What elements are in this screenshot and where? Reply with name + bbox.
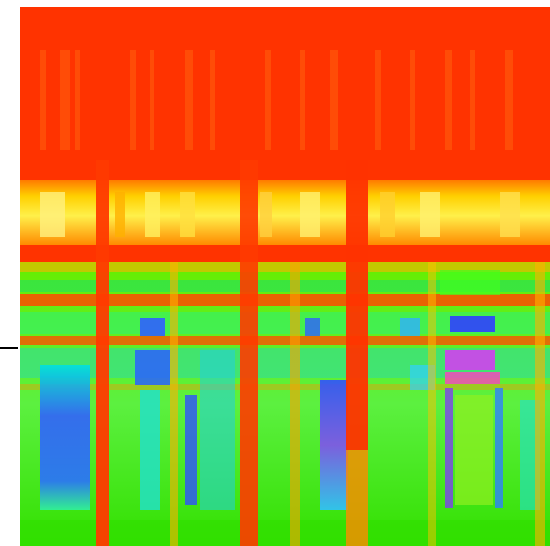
blob [400, 318, 420, 336]
streak [185, 50, 193, 150]
streak [130, 50, 136, 150]
stripe [500, 192, 520, 237]
stripe [290, 262, 300, 546]
stripe [420, 192, 440, 237]
streak [410, 50, 415, 150]
stripe [40, 192, 65, 237]
blob [445, 388, 453, 508]
streak [375, 50, 381, 150]
stripe [535, 262, 545, 546]
blob [445, 350, 495, 370]
blob [455, 395, 493, 505]
streak [150, 50, 154, 150]
stripe [428, 262, 436, 546]
streak [75, 50, 80, 150]
blob [135, 350, 170, 385]
streak [40, 50, 46, 150]
stripe [300, 192, 320, 237]
blob [495, 388, 503, 508]
page: (() => { JSON.parse(document.getElementB… [0, 0, 550, 546]
streak [60, 50, 70, 150]
streak [330, 50, 338, 150]
stripe [180, 192, 195, 237]
streak [505, 50, 513, 150]
streak [210, 50, 215, 150]
blob [200, 350, 235, 510]
stripe [115, 192, 125, 237]
blob [185, 395, 197, 505]
blob [305, 318, 320, 336]
stripe [260, 192, 272, 237]
red-stripe [240, 160, 258, 546]
heatmap-image [0, 0, 550, 546]
red-stripe [96, 160, 109, 546]
stripe [170, 262, 178, 546]
stripe [380, 192, 395, 237]
blob [320, 380, 348, 510]
stripe [145, 192, 160, 237]
streak [470, 50, 475, 150]
streak [265, 50, 271, 150]
blob [40, 365, 90, 510]
red-stripe [346, 450, 368, 546]
streak [300, 50, 305, 150]
blob [445, 372, 500, 384]
blob [450, 316, 495, 332]
blob [140, 318, 165, 336]
red-stripe [346, 160, 368, 450]
streak [445, 50, 452, 150]
blob [440, 270, 500, 295]
blob [140, 390, 160, 510]
